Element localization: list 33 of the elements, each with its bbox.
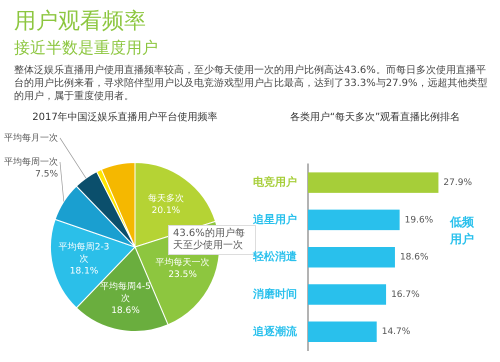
data-label: 18.1% <box>70 266 99 277</box>
chart-title: 各类用户“每天多次”观看直播比例排名 <box>288 110 462 124</box>
y-tick-label: 追逐潮流 <box>252 324 298 338</box>
bar <box>308 172 438 193</box>
data-label: 7.5% <box>35 169 58 180</box>
text: 用户观看频率 <box>14 8 146 36</box>
y-tick-label: 电竞用户 <box>253 176 297 189</box>
slice-label: 平均每周2-3次 <box>58 242 110 265</box>
slice-label: 平均每周4-5次 <box>100 280 151 304</box>
data-label: 20.1% <box>152 206 181 216</box>
data-label: 16.7% <box>391 290 420 300</box>
slice-label: 平均每天一次 <box>156 257 210 268</box>
slice-label: 平均每月一次 <box>4 132 58 144</box>
bar <box>308 246 395 268</box>
data-label: 23.5% <box>168 270 198 280</box>
bar <box>308 284 386 305</box>
text: 整体泛娱乐直播用户使用直播频率较高，至少每天使用一次的用户比例高达43.6%。而每日多次使用直播平台的用户比例来看，寻求陪伴型用户以及电竞游戏型用户占比最高，达到了33.3%与27.9%，远超其他类型的用户，属于重度使用者。 <box>14 64 489 103</box>
text: 43.6%的用户每天至少使用一次 <box>173 228 245 251</box>
y-tick-label: 轻松消遣 <box>252 250 297 264</box>
data-label: 27.9% <box>443 178 472 188</box>
chart-title: 2017年中国泛娱乐直播用户平台使用频率 <box>31 110 219 124</box>
slice-label: 平均每周一次 <box>4 156 58 168</box>
data-label: 14.7% <box>382 327 411 338</box>
text: 接近半数是重度用户 <box>14 38 158 59</box>
bar <box>308 210 400 230</box>
text: 低频用户 <box>450 214 475 248</box>
data-label: 18.6% <box>400 252 429 263</box>
y-tick-label: 消磨时间 <box>252 288 297 301</box>
bar <box>308 322 377 342</box>
data-label: 18.6% <box>111 306 140 316</box>
slice-label: 每天多次 <box>148 193 184 204</box>
y-tick-label: 追星用户 <box>252 212 297 226</box>
data-label: 19.6% <box>404 215 434 226</box>
